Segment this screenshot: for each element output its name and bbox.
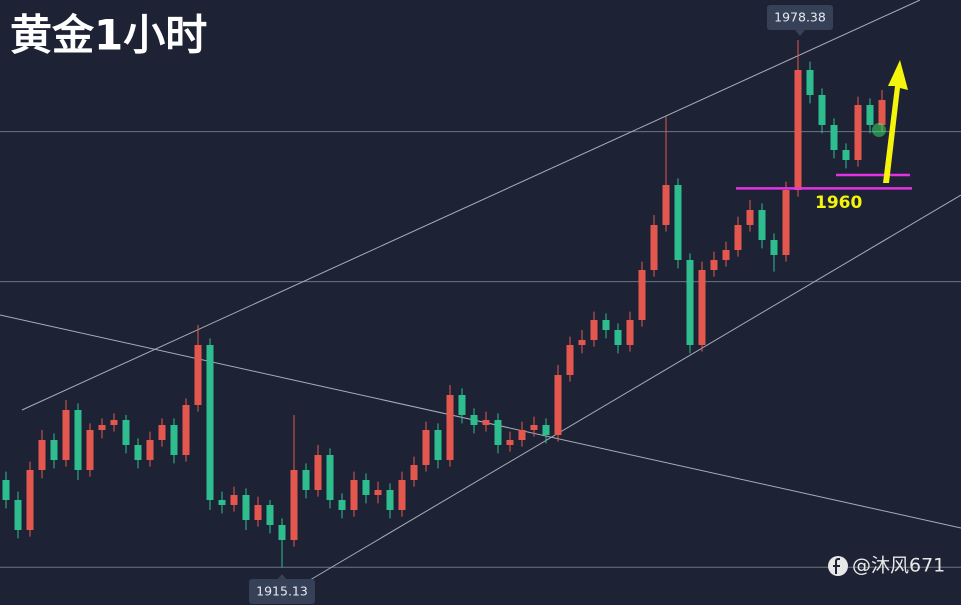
low-price-label: 1915.13 [256, 584, 308, 599]
candle-body [122, 420, 130, 445]
candle-body [26, 470, 34, 530]
candle-body [110, 420, 118, 425]
candle-body [374, 490, 382, 495]
candle-body [806, 70, 814, 95]
candle-body [206, 345, 214, 500]
supports [736, 173, 912, 190]
candle-body [674, 185, 682, 260]
candle-body [686, 260, 694, 345]
candle-body [530, 425, 538, 430]
candle-body [698, 270, 706, 345]
candle-body [290, 470, 298, 540]
candle-body [566, 345, 574, 375]
high-label: 1978.38 [767, 5, 833, 36]
candle-body [470, 415, 478, 425]
candle-body [62, 410, 70, 460]
support-label: 1960 [815, 193, 862, 213]
candle-body [326, 455, 334, 500]
chart-title: 黄金1小时 [10, 11, 207, 60]
candle-body [278, 525, 286, 540]
candle-body [386, 490, 394, 510]
glow [872, 123, 886, 137]
candle-body [650, 225, 658, 270]
candle-body [38, 440, 46, 470]
high-price-label: 1978.38 [774, 10, 826, 25]
candle-body [194, 345, 202, 405]
trend-line [0, 314, 961, 529]
candle-body [350, 480, 358, 510]
candle-body [794, 70, 802, 190]
watermark: @沐风671 [852, 555, 945, 577]
candle-body [338, 500, 346, 510]
candle-body [74, 410, 82, 470]
candle-body [878, 100, 886, 125]
candle-body [734, 225, 742, 250]
candle-body [254, 505, 262, 520]
candle-body [746, 210, 754, 225]
candle-body [314, 455, 322, 490]
trend-line [21, 0, 921, 411]
candle-body [590, 320, 598, 340]
candle-body [602, 320, 610, 330]
label-pointer [795, 30, 805, 36]
candle-body [182, 405, 190, 455]
candle-body [98, 425, 106, 430]
candle-body [434, 430, 442, 460]
arrow [883, 60, 908, 183]
candle-body [626, 320, 634, 345]
candle-body [662, 185, 670, 225]
candle-body [230, 495, 238, 505]
candle-body [614, 330, 622, 345]
label-box [249, 579, 315, 604]
candle-body [14, 500, 22, 530]
candle-body [422, 430, 430, 465]
candle-body [2, 480, 10, 500]
candle-body [638, 270, 646, 320]
candle-body [506, 440, 514, 445]
candle-body [578, 340, 586, 345]
candle-body [518, 430, 526, 440]
trend-line [309, 194, 961, 581]
candle-body [446, 395, 454, 460]
candle-body [134, 445, 142, 460]
candle-body [782, 190, 790, 255]
candle-body [170, 425, 178, 455]
candle-body [362, 480, 370, 495]
candle-body [458, 395, 466, 415]
candle-body [842, 150, 850, 160]
candle-body [854, 105, 862, 160]
candle-body [722, 250, 730, 260]
label-pointer [277, 574, 287, 580]
candle-body [866, 105, 874, 125]
candle-body [818, 95, 826, 125]
watermark-group: @沐风671 [828, 555, 945, 577]
candle-body [830, 125, 838, 150]
candle-body [302, 470, 310, 490]
candle-body [86, 430, 94, 470]
candle-body [494, 420, 502, 445]
candle-body [554, 375, 562, 435]
candle-body [146, 440, 154, 460]
candle-body [770, 240, 778, 255]
candle-body [158, 425, 166, 440]
candle-body [758, 210, 766, 240]
candle-body [482, 420, 490, 425]
candles [2, 40, 886, 568]
candle-body [242, 495, 250, 520]
candle-body [266, 505, 274, 525]
candle-body [542, 425, 550, 435]
candle-body [398, 480, 406, 510]
label-box [767, 5, 833, 30]
watermark-icon-mark [833, 558, 840, 574]
candle-body [710, 260, 718, 270]
candle-body [410, 465, 418, 480]
candle-body [50, 440, 58, 460]
candle-body [218, 500, 226, 505]
low-label: 1915.13 [249, 574, 315, 604]
